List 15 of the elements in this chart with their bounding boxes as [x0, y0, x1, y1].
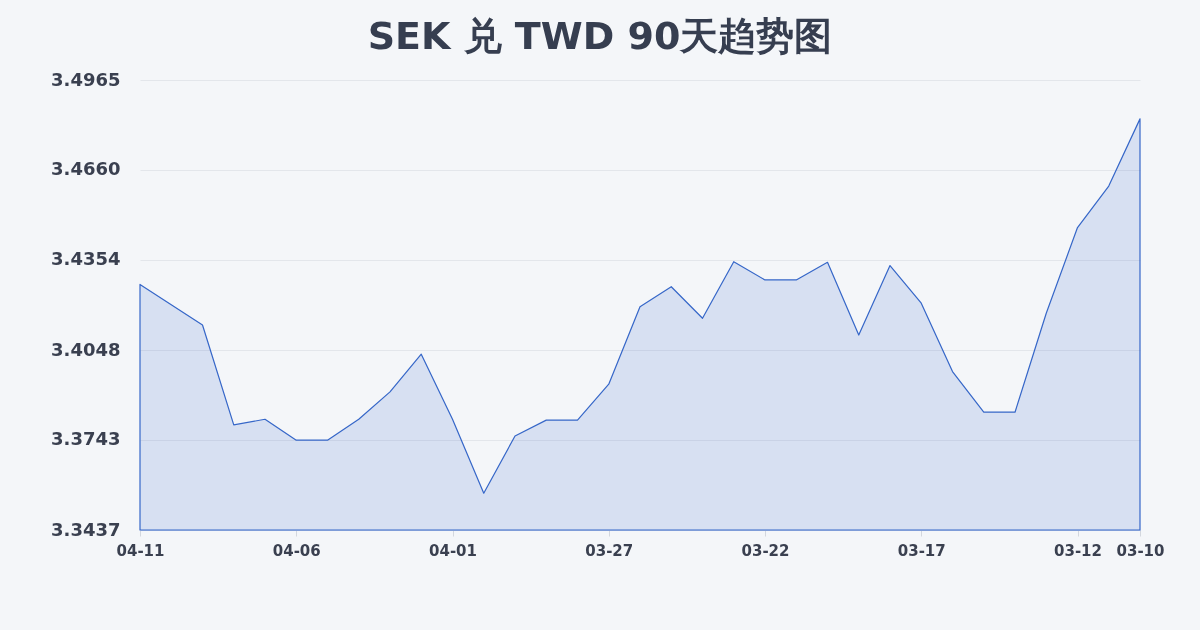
x-tick-label: 03-17	[897, 541, 946, 560]
y-tick-label: 3.4660	[51, 158, 121, 180]
x-tick-label: 04-01	[429, 541, 477, 560]
y-tick-label: 3.3743	[51, 428, 121, 450]
y-tick-label: 3.4965	[51, 68, 121, 90]
chart-title: SEK 兑 TWD 90天趋势图	[367, 14, 833, 58]
x-tick-label: 03-22	[741, 541, 790, 560]
x-tick-label: 03-12	[1054, 541, 1102, 560]
x-tick-label: 04-11	[116, 541, 165, 560]
y-tick-label: 3.4354	[51, 248, 121, 270]
x-tick-label: 04-06	[272, 541, 321, 560]
y-tick-label: 3.3437	[51, 518, 121, 540]
x-tick-label: 03-10	[1116, 541, 1165, 560]
y-tick-label: 3.4048	[51, 338, 121, 360]
x-tick-label: 03-27	[585, 541, 634, 560]
